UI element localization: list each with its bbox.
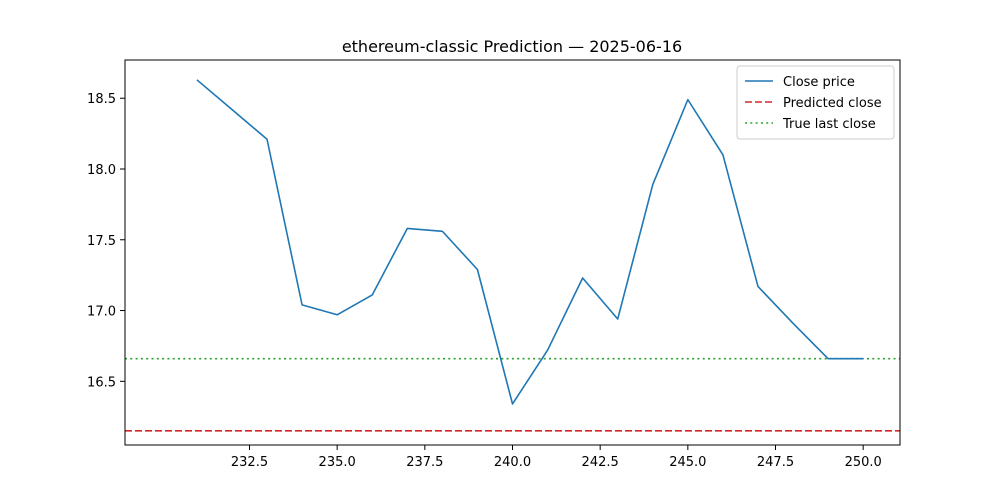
close-price-series	[196, 79, 864, 405]
x-tick-label: 247.5	[757, 455, 794, 470]
x-tick-label: 245.0	[669, 455, 706, 470]
y-tick-label: 18.5	[87, 92, 116, 107]
legend-box	[736, 65, 895, 140]
x-tick-label: 240.0	[494, 455, 531, 470]
y-tick-label: 16.5	[87, 375, 116, 390]
y-tick-label: 17.5	[87, 234, 116, 249]
legend-label: True last close	[782, 117, 876, 132]
legend-label: Predicted close	[783, 96, 882, 111]
x-tick-label: 242.5	[582, 455, 619, 470]
legend: Close price Predicted close True last clos…	[736, 65, 895, 140]
chart-title: ethereum-classic Prediction — 2025-06-16	[342, 37, 682, 56]
x-tick-label: 250.0	[845, 455, 882, 470]
y-tick-label: 18.0	[87, 163, 116, 178]
x-tick-label: 232.5	[231, 455, 268, 470]
x-tick-label: 237.5	[406, 455, 443, 470]
x-tick-label: 235.0	[319, 455, 356, 470]
y-tick-label: 17.0	[87, 305, 116, 320]
plot-frame	[124, 59, 901, 446]
legend-label: Close price	[783, 75, 855, 90]
